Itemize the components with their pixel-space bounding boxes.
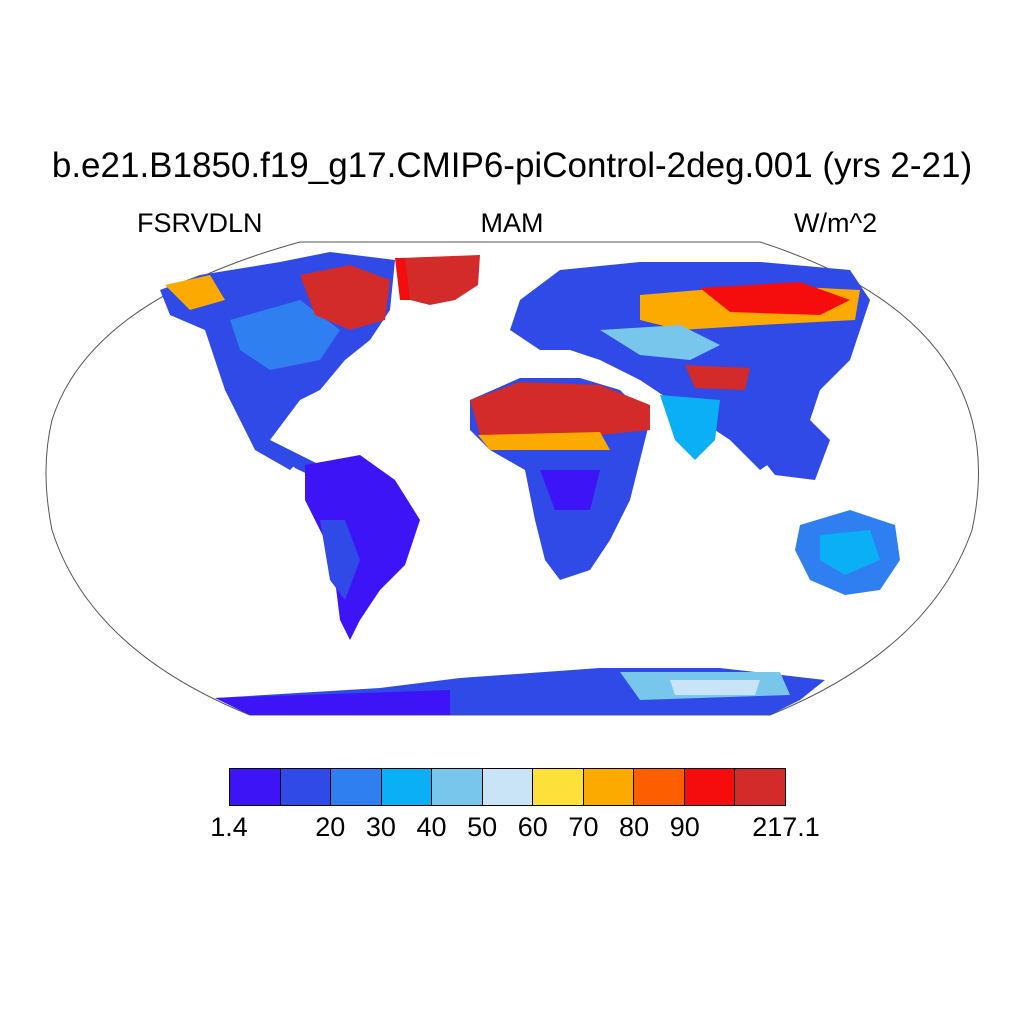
colorbar-tick-label: 30 — [365, 812, 396, 842]
sahara-arabia-hot — [470, 382, 650, 440]
colorbar — [229, 768, 786, 806]
sahel-transition — [478, 432, 610, 450]
colorbar-swatch — [280, 769, 332, 805]
units-label: W/m^2 — [794, 208, 878, 238]
australia-interior — [820, 530, 880, 575]
map-title: b.e21.B1850.f19_g17.CMIP6-piControl-2deg… — [51, 146, 973, 185]
central-africa — [540, 470, 600, 510]
south-america-west — [320, 520, 360, 600]
colorbar-tick-label: 1.4 — [210, 812, 248, 842]
central-asia-light — [600, 325, 720, 360]
colorbar-swatch — [634, 769, 685, 805]
land-se-asia — [740, 410, 830, 480]
land-india — [660, 395, 720, 460]
antarctica-base — [215, 690, 450, 715]
colorbar-swatch — [482, 769, 534, 805]
colorbar-tick-label: 90 — [669, 812, 700, 842]
colorbar-swatch — [684, 769, 736, 805]
colorbar-swatch — [533, 769, 584, 805]
colorbar-tick-label: 20 — [315, 812, 346, 842]
colorbar-tick-label: 80 — [619, 812, 650, 842]
colorbar-tick-label: 40 — [416, 812, 447, 842]
colorbar-swatch — [583, 769, 635, 805]
land-south-america — [305, 455, 420, 640]
colorbar-swatch — [331, 769, 382, 805]
canada-arctic — [300, 265, 390, 330]
colorbar-swatch — [230, 769, 281, 805]
colorbar-ticks: 1.4 20 30 40 50 60 70 80 90 217.1 — [0, 812, 1024, 852]
alaska — [165, 275, 225, 310]
colorbar-tick-label: 50 — [467, 812, 498, 842]
greenland-edge — [395, 258, 410, 300]
colorbar-swatch — [735, 769, 786, 805]
antarctica-plateau — [670, 680, 760, 695]
season-label: MAM — [480, 208, 544, 238]
variable-label: FSRVDLN — [137, 208, 263, 238]
colorbar-tick-label: 217.1 — [752, 812, 820, 842]
land-greenland — [400, 255, 480, 305]
tibet-hot — [685, 365, 750, 390]
colorbar-tick-label: 60 — [517, 812, 548, 842]
colorbar-tick-label: 70 — [568, 812, 599, 842]
siberia-hot — [700, 282, 850, 315]
colorbar-swatch — [432, 769, 483, 805]
north-america-east — [230, 300, 340, 370]
colorbar-swatch — [381, 769, 433, 805]
